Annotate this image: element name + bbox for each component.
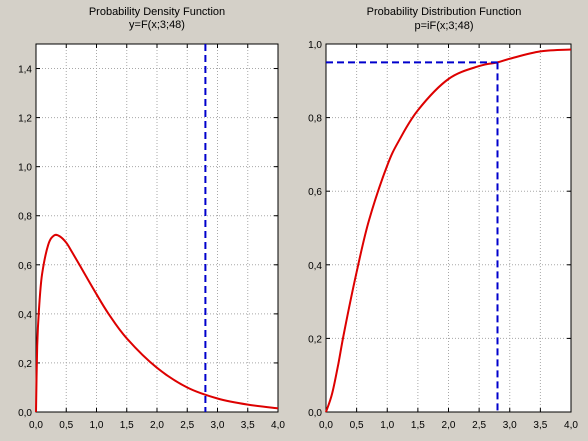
chart-subtitle: y=F(x;3;48)	[129, 19, 185, 31]
x-tick-label: 0,5	[59, 420, 73, 431]
y-tick-label: 0,8	[18, 212, 32, 223]
y-tick-label: 0,6	[308, 187, 322, 198]
series-line	[35, 233, 279, 413]
x-tick-label: 2,5	[180, 420, 194, 431]
x-tick-label: 1,0	[380, 420, 394, 431]
x-tick-label: 4,0	[564, 420, 578, 431]
y-tick-label: 1,0	[18, 163, 32, 174]
y-tick-label: 0,0	[18, 408, 32, 419]
distribution-chart: Probability Distribution Function p=iF(x…	[308, 6, 578, 431]
x-tick-label: 0,5	[350, 420, 364, 431]
y-tick-label: 0,6	[18, 261, 32, 272]
y-tick-label: 0,4	[308, 261, 322, 272]
chart-title: Probability Density Function	[89, 6, 225, 18]
x-tick-label: 3,0	[503, 420, 517, 431]
x-tick-label: 4,0	[271, 420, 285, 431]
x-tick-label: 3,0	[211, 420, 225, 431]
x-tick-label: 2,0	[442, 420, 456, 431]
y-tick-label: 0,2	[18, 359, 32, 370]
y-tick-label: 0,4	[18, 310, 32, 321]
chart-subtitle: p=iF(x;3;48)	[415, 20, 474, 32]
density-chart: Probability Density Function y=F(x;3;48)…	[18, 6, 285, 431]
x-tick-label: 0,0	[29, 420, 43, 431]
x-tick-label: 2,5	[472, 420, 486, 431]
x-tick-label: 3,5	[241, 420, 255, 431]
y-tick-label: 1,2	[18, 114, 32, 125]
y-tick-label: 1,4	[18, 65, 32, 76]
x-tick-label: 1,5	[120, 420, 134, 431]
x-tick-label: 1,5	[411, 420, 425, 431]
y-tick-label: 0,8	[308, 114, 322, 125]
chart-title: Probability Distribution Function	[367, 6, 522, 18]
x-tick-label: 1,0	[90, 420, 104, 431]
y-tick-label: 1,0	[308, 40, 322, 51]
x-tick-label: 3,5	[533, 420, 547, 431]
y-tick-label: 0,2	[308, 334, 322, 345]
x-tick-label: 0,0	[319, 420, 333, 431]
x-tick-label: 2,0	[150, 420, 164, 431]
y-tick-label: 0,0	[308, 408, 322, 419]
series-line	[325, 48, 572, 413]
